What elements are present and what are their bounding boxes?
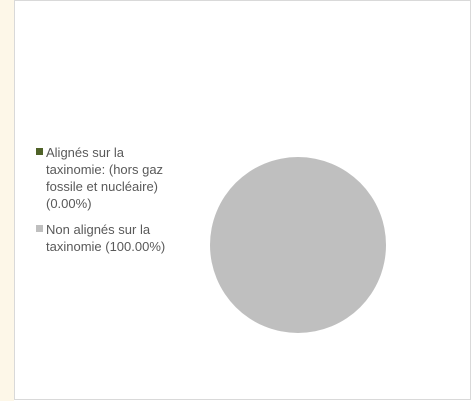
legend-item-aligned: Alignés sur la taxinomie: (hors gaz foss… (36, 144, 211, 212)
legend-label-aligned: Alignés sur la taxinomie: (hors gaz foss… (46, 145, 164, 211)
legend-label-not-aligned: Non alignés sur la taxinomie (100.00%) (46, 222, 166, 254)
chart-legend: Alignés sur la taxinomie: (hors gaz foss… (36, 144, 211, 264)
pie-chart (210, 157, 386, 333)
legend-item-not-aligned: Non alignés sur la taxinomie (100.00%) (36, 221, 211, 255)
pie-slice-not-aligned (210, 157, 386, 333)
legend-swatch-aligned (36, 148, 43, 155)
left-margin-strip (0, 0, 14, 401)
legend-swatch-not-aligned (36, 225, 43, 232)
